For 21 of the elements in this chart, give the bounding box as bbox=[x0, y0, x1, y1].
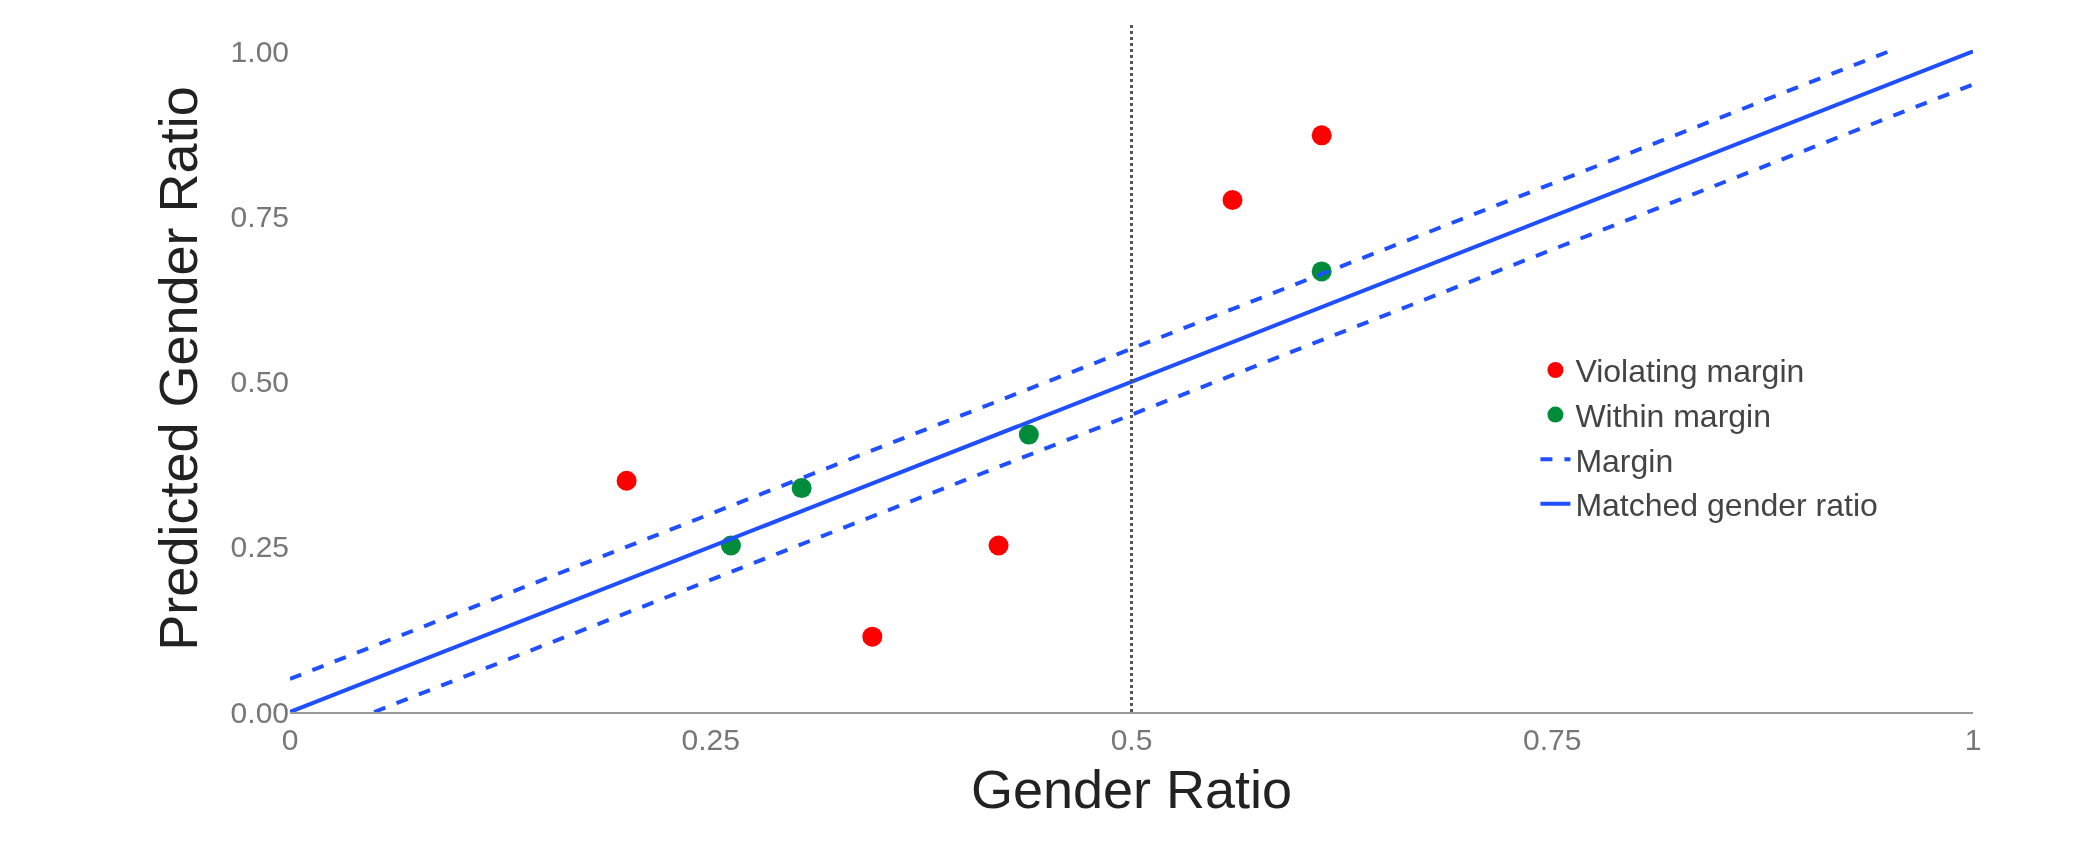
legend-label: Violating margin bbox=[1575, 353, 1805, 390]
point bbox=[862, 626, 883, 647]
y-tick-label: 1.00 bbox=[230, 34, 289, 68]
point bbox=[988, 535, 1009, 556]
legend-label: Matched gender ratio bbox=[1575, 487, 1878, 524]
point bbox=[1311, 125, 1332, 146]
point bbox=[1018, 424, 1039, 445]
point bbox=[791, 478, 812, 499]
y-tick-label: 0.25 bbox=[230, 530, 289, 564]
x-tick-label: 0.5 bbox=[1110, 723, 1153, 756]
point bbox=[1222, 190, 1243, 211]
y-tick-label: 0.50 bbox=[230, 365, 289, 399]
y-axis-title: Predicted Gender Ratio bbox=[148, 86, 209, 651]
y-tick-label: 0.75 bbox=[230, 200, 289, 234]
x-tick-label: 0.75 bbox=[1523, 723, 1582, 756]
x-tick-label: 0.25 bbox=[681, 723, 740, 756]
legend-label: Margin bbox=[1575, 442, 1674, 479]
x-tick-label: 1 bbox=[1964, 723, 1982, 756]
point bbox=[616, 470, 637, 491]
legend-label: Within margin bbox=[1575, 398, 1772, 435]
x-axis-title: Gender Ratio bbox=[970, 758, 1293, 819]
